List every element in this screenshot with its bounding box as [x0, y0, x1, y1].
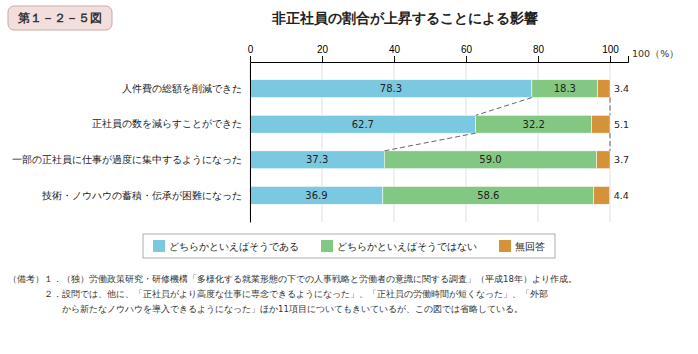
bar: [250, 115, 476, 133]
note: から新たなノウハウを導入できるようになった」ほか11項目についてもきいているが、…: [8, 304, 523, 314]
legend-swatch: [153, 240, 165, 252]
legend-swatch: [321, 240, 333, 252]
x-tick-mark: [538, 56, 539, 62]
legend: どちらかといえばそうである どちらかといえばそうではない 無回答: [143, 234, 555, 258]
x-axis: 0 20 40 60 80 100: [248, 44, 629, 63]
legend-item: どちらかといえばそうではない: [321, 240, 477, 252]
plot-area: [250, 80, 610, 204]
figure-number-box: [8, 6, 112, 30]
connector-line: [610, 133, 611, 151]
bar-series: [592, 80, 610, 204]
x-tick-mark: [394, 56, 395, 62]
y-axis-line: [250, 63, 251, 223]
data-label: 3.4: [614, 83, 629, 94]
grid: [250, 62, 610, 222]
note: ２．設問では、他に、「正社員がより高度な仕事に専念できるようになった」、「正社員…: [8, 289, 548, 299]
y-tick: 人件費の総額を削減できた: [122, 83, 250, 94]
x-tick-label: 100: [602, 44, 619, 55]
data-label: 58.6: [477, 190, 499, 201]
x-axis-line: [251, 56, 629, 63]
x-tick-mark: [466, 56, 467, 62]
x-tick: 100: [602, 44, 619, 62]
bar-series: [250, 80, 532, 204]
data-label: 3.7: [614, 154, 629, 165]
connector-line: [384, 133, 475, 151]
x-tick-label: 20: [317, 44, 329, 55]
x-tick-mark: [250, 56, 251, 62]
x-tick-label: 40: [389, 44, 401, 55]
bar: [532, 80, 598, 98]
bar: [594, 186, 610, 204]
grid-line: [250, 62, 251, 222]
data-labels: 78.3 62.7 37.3 36.9 18.3 32.2 59.0 58.6 3.4 5.1 3.…: [305, 83, 629, 201]
data-label: 18.3: [554, 83, 576, 94]
legend-label: 無回答: [515, 241, 545, 252]
legend-label: どちらかといえばそうである: [169, 241, 299, 252]
chart-svg: 第１－２－５図 非正社員の割合が上昇することによる影響 78.3 62.7 37.3 36…: [0, 0, 698, 354]
category-label: 人件費の総額を削減できた: [122, 83, 242, 94]
bar: [384, 151, 596, 169]
bar: [476, 115, 592, 133]
y-tick: 一部の正社員に仕事が過度に集中するようになった: [12, 154, 250, 165]
bar-series: [383, 80, 598, 204]
bar: [250, 80, 532, 98]
chart-title: 非正社員の割合が上昇することによる影響: [271, 10, 538, 26]
data-label: 32.2: [523, 119, 545, 130]
category-label: 技術・ノウハウの蓄積・伝承が困難になった: [41, 190, 242, 201]
bar: [383, 186, 594, 204]
y-tick: 正社員の数を減らすことができた: [92, 118, 250, 129]
y-tick: 技術・ノウハウの蓄積・伝承が困難になった: [41, 190, 250, 201]
x-tick: 20: [317, 44, 329, 62]
figure-number: 第１－２－５図: [8, 6, 112, 30]
x-tick-mark: [610, 56, 611, 62]
x-tick-label: 0: [248, 44, 254, 55]
note: （備考）１．（独）労働政策研究・研修機構「多様化する就業形態の下での人事戦略と労…: [8, 274, 577, 284]
bar: [592, 115, 610, 133]
legend-swatch: [499, 240, 511, 252]
bar: [597, 151, 610, 169]
legend-label: どちらかといえばそうではない: [337, 241, 477, 252]
x-tick: 80: [533, 44, 545, 62]
category-label: 正社員の数を減らすことができた: [92, 118, 242, 129]
x-tick: 60: [461, 44, 473, 62]
legend-frame: [143, 234, 555, 258]
legend-item: 無回答: [499, 240, 545, 252]
x-tick: 40: [389, 44, 401, 62]
figure-number-text: 第１－２－５図: [17, 11, 102, 25]
data-label: 78.3: [380, 83, 402, 94]
data-label: 4.4: [614, 190, 629, 201]
notes: （備考）１．（独）労働政策研究・研修機構「多様化する就業形態の下での人事戦略と労…: [8, 274, 577, 314]
bar: [598, 80, 610, 98]
y-axis: 人件費の総額を削減できた正社員の数を減らすことができた一部の正社員に仕事が過度に…: [12, 63, 251, 223]
data-label: 62.7: [352, 119, 374, 130]
connector-line: [476, 98, 532, 116]
title-strip: 第１－２－５図 非正社員の割合が上昇することによる影響: [8, 6, 538, 30]
data-label: 5.1: [614, 119, 629, 130]
connector-line: [610, 98, 611, 116]
data-label: 59.0: [479, 154, 501, 165]
bar: [250, 151, 384, 169]
data-label: 37.3: [306, 154, 328, 165]
x-tick: 0: [248, 44, 254, 62]
chart-container: 第１－２－５図 非正社員の割合が上昇することによる影響 78.3 62.7 37.3 36…: [0, 0, 698, 354]
unit-label: 100（%）: [632, 48, 679, 59]
legend-item: どちらかといえばそうである: [153, 240, 299, 252]
bar: [250, 186, 383, 204]
x-tick-mark: [322, 56, 323, 62]
x-tick-label: 80: [533, 44, 545, 55]
category-label: 一部の正社員に仕事が過度に集中するようになった: [12, 154, 242, 165]
data-label: 36.9: [305, 190, 327, 201]
x-tick-label: 60: [461, 44, 473, 55]
